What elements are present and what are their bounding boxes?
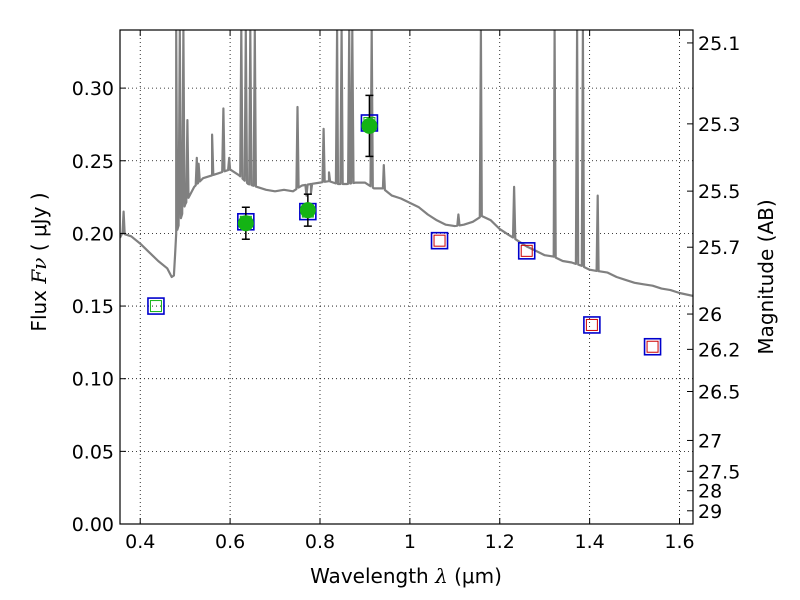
model-photometry-inner-box [585, 318, 598, 331]
x-axis-ticks: 0.4 0.6 0.8 1 1.2 1.4 1.6 [125, 30, 695, 553]
model-spectrum-group [120, 30, 693, 297]
y-tick-label: 0.15 [72, 296, 114, 318]
magnitude-tick-label: 28 [698, 481, 722, 503]
x-tick-label: 1 [404, 531, 416, 553]
grid [120, 30, 693, 525]
model-photometry-inner-box [433, 234, 446, 247]
model-photometry-box [583, 316, 601, 334]
x-tick-label: 1.2 [485, 531, 515, 553]
observed-flux-point [299, 202, 316, 219]
observed-flux-point [237, 215, 254, 232]
model-photometry-box [643, 337, 662, 356]
x-tick-label: 1.6 [664, 531, 694, 553]
magnitude-tick-label: 25.5 [698, 181, 740, 203]
model-spectrum-line [120, 30, 693, 297]
model-photometry-inner-box [520, 244, 533, 257]
model-photometry-inner-box [149, 300, 162, 313]
x-tick-label: 0.8 [305, 531, 335, 553]
y-tick-label: 0.20 [72, 223, 114, 245]
x-tick-label: 1.4 [575, 531, 605, 553]
y-axis-ticks: 0.00 0.05 0.10 0.15 0.20 0.25 0.30 [72, 78, 126, 536]
model-photometry-inner-box [646, 340, 659, 353]
magnitude-tick-label: 25.1 [698, 33, 740, 55]
model-photometry-box [517, 242, 536, 260]
model-photometry-box [430, 231, 449, 250]
plot-frame [119, 29, 694, 525]
x-tick-label: 0.6 [215, 531, 245, 553]
y-tick-label: 0.30 [72, 78, 114, 100]
right-axis-title: Magnitude (AB) [754, 199, 778, 354]
magnitude-tick-label: 27 [698, 430, 722, 452]
model-photometry-box [147, 297, 165, 315]
magnitude-tick-label: 26.5 [698, 381, 740, 403]
y-axis-title: Flux Fν ( μJy ) [27, 192, 51, 331]
y-tick-label: 0.10 [72, 369, 114, 391]
magnitude-tick-label: 27.5 [698, 461, 740, 483]
photometry-points [147, 94, 662, 356]
magnitude-tick-label: 25.3 [698, 114, 740, 136]
magnitude-tick-label: 29 [698, 501, 722, 523]
observed-flux-point [361, 117, 378, 134]
x-axis-title: Wavelength λ (μm) [310, 564, 502, 588]
y-tick-label: 0.00 [72, 514, 114, 536]
magnitude-tick-label: 26 [698, 304, 722, 326]
magnitude-tick-label: 25.7 [698, 237, 740, 259]
magnitude-tick-label: 26.2 [698, 339, 740, 361]
y-tick-label: 0.05 [72, 441, 114, 463]
x-tick-label: 0.4 [125, 531, 155, 553]
y-tick-label: 0.25 [72, 151, 114, 173]
